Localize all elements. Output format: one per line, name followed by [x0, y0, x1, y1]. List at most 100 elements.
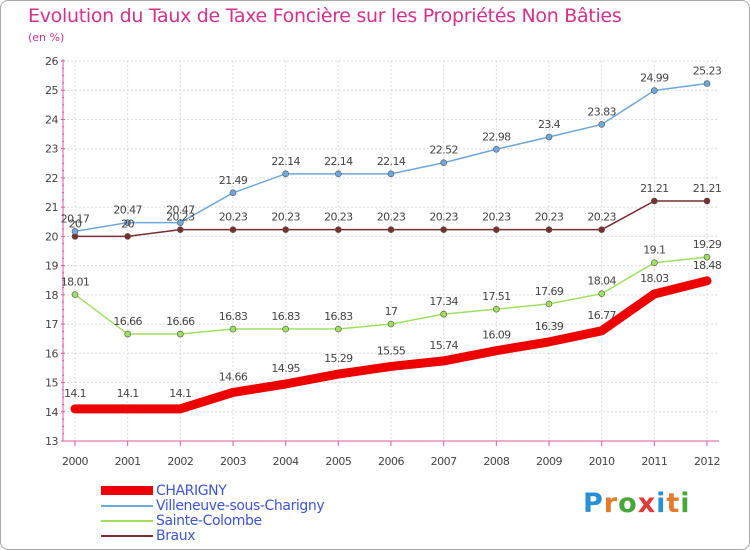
data-point: [703, 197, 711, 205]
data-label: 16.83: [324, 310, 353, 323]
data-point: [651, 259, 658, 266]
data-label: 18.03: [640, 272, 669, 285]
data-label: 17.69: [535, 285, 564, 298]
data-point: [493, 145, 500, 153]
data-point: [177, 226, 184, 233]
y-tick-label: 16: [45, 347, 58, 360]
data-label: 20.23: [377, 211, 406, 224]
data-label: 17: [385, 305, 398, 318]
y-tick-label: 18: [45, 289, 58, 302]
axes: 13 14 15 16 17 18 19 20 21 22 23 24 25 26 2000 2001 2002…: [45, 55, 721, 468]
y-tick-label: 24: [45, 113, 58, 126]
legend-swatch: [101, 534, 153, 537]
data-label: 15.29: [324, 352, 353, 365]
logo-letter: x: [637, 488, 657, 519]
data-label: 17.51: [482, 290, 511, 303]
data-point: [598, 290, 605, 297]
logo-letter: r: [603, 488, 619, 519]
data-point: [335, 170, 342, 178]
data-label: 18.01: [61, 276, 90, 289]
data-label: 18.04: [587, 275, 616, 288]
data-label: 16.39: [535, 320, 564, 333]
data-label: 20.23: [482, 211, 511, 224]
data-point: [124, 219, 131, 226]
data-label: 17.34: [429, 295, 458, 308]
data-label: 20.23: [587, 211, 616, 224]
logo-letter: o: [618, 488, 638, 519]
data-point: [71, 228, 79, 235]
data-label: 23.4: [538, 118, 561, 131]
logo-letter: t: [666, 488, 681, 519]
data-point: [598, 226, 605, 233]
data-point: [229, 325, 237, 333]
data-label: 16.83: [219, 310, 248, 323]
data-point: [493, 305, 500, 313]
data-point: [71, 291, 79, 298]
data-point: [703, 80, 711, 87]
data-point: [387, 170, 395, 178]
series-line-0: [70, 276, 712, 414]
data-label: 20.47: [113, 204, 142, 217]
data-label: 20.17: [61, 212, 90, 225]
legend: CHARIGNY Villeneuve-sous-Charigny Sainte-C…: [101, 483, 325, 544]
legend-label: Sainte-Colombe: [156, 512, 262, 529]
y-tick-label: 22: [45, 172, 58, 185]
data-point: [124, 330, 131, 338]
data-point: [651, 197, 658, 205]
data-point: [177, 219, 184, 226]
data-point: [651, 87, 658, 94]
data-label: 20.23: [166, 211, 195, 224]
x-tick-label: 2005: [325, 455, 351, 468]
data-point: [229, 189, 237, 197]
x-tick-label: 2003: [220, 455, 246, 468]
grid-lines: [63, 60, 719, 442]
data-point: [493, 226, 500, 233]
legend-item: Sainte-Colombe: [101, 512, 324, 529]
data-label: 20.47: [166, 204, 195, 217]
data-point: [282, 226, 289, 233]
x-tick-label: 2006: [378, 455, 404, 468]
y-tick-label: 23: [45, 143, 58, 156]
data-point: [545, 300, 553, 308]
data-label: 20.23: [219, 211, 248, 224]
data-label: 18.48: [693, 259, 722, 272]
y-tick-label: 14: [45, 406, 58, 419]
logo-letter: i: [656, 488, 667, 519]
x-tick-label: 2012: [694, 455, 720, 468]
data-point: [440, 310, 447, 318]
legend-swatch: [101, 486, 153, 495]
data-point: [387, 226, 395, 233]
data-point: [124, 233, 131, 240]
data-label: 19.1: [643, 244, 665, 257]
data-point: [335, 325, 342, 333]
data-point: [440, 226, 447, 233]
legend-item: Braux: [101, 528, 324, 544]
y-tick-label: 20: [45, 230, 58, 243]
data-label: 23.83: [587, 105, 616, 118]
data-label: 14.95: [271, 362, 300, 375]
x-tick-label: 2009: [536, 455, 562, 468]
legend-item: CHARIGNY: [101, 483, 324, 499]
data-point: [282, 170, 289, 178]
y-tick-label: 21: [45, 201, 58, 214]
data-point: [440, 159, 447, 167]
data-label: 14.66: [219, 370, 248, 383]
x-tick-label: 2004: [273, 455, 299, 468]
data-label: 20: [121, 217, 134, 230]
data-point: [282, 325, 289, 333]
chart-unit-label: (en %): [28, 31, 65, 44]
x-tick-label: 2001: [115, 455, 141, 468]
data-point: [545, 133, 553, 141]
data-label: 20.23: [535, 211, 564, 224]
data-label: 21.21: [640, 182, 669, 195]
y-tick-label: 17: [45, 318, 58, 331]
x-tick-label: 2007: [431, 455, 457, 468]
data-label: 22.98: [482, 130, 511, 143]
data-label: 20.23: [324, 211, 353, 224]
x-tick-label: 2010: [589, 455, 615, 468]
data-label: 16.77: [587, 309, 616, 322]
data-labels-layer: 14.1 14.1 14.1 14.66 14.95 15.29 15.55 15.74 16.…: [61, 65, 723, 400]
logo-letter: P: [583, 488, 604, 519]
data-point: [598, 121, 605, 128]
